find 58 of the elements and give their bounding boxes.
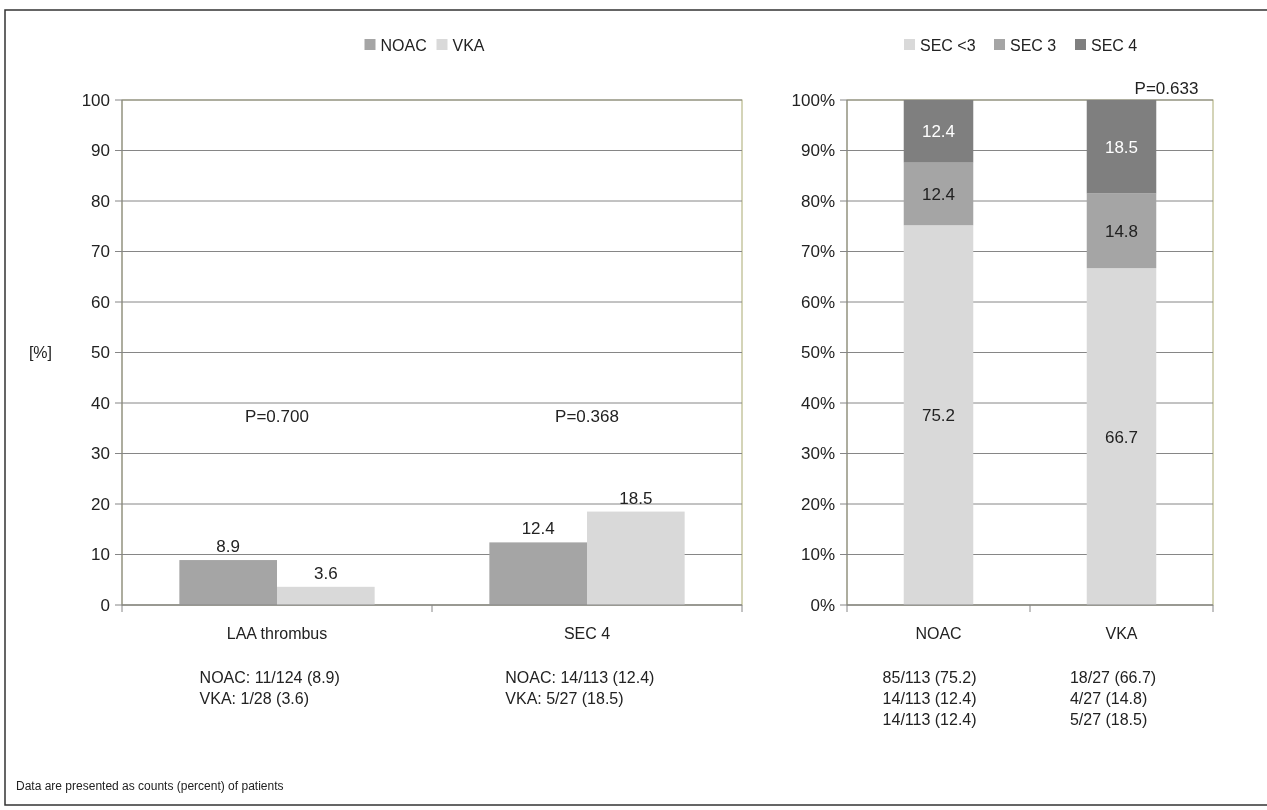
bar <box>489 542 587 605</box>
y-tick-label: 50% <box>800 343 835 363</box>
y-tick-label: 0% <box>810 595 835 615</box>
y-tick-label: 60% <box>800 292 835 312</box>
annotation: P=0.633 <box>1134 79 1199 98</box>
y-tick-label: 30% <box>800 444 835 464</box>
legend-label: SEC 4 <box>1091 36 1138 54</box>
y-tick-label: 60 <box>91 292 110 312</box>
legend-label: NOAC <box>380 36 427 54</box>
data-label: 14.8 <box>1104 221 1139 241</box>
data-label: 3.6 <box>314 563 338 583</box>
y-tick-label: 10 <box>91 545 110 565</box>
data-label: 18.5 <box>1104 137 1139 157</box>
text: Data are presented as counts (percent) of patients <box>16 779 284 793</box>
data-label: 8.9 <box>216 537 240 557</box>
y-tick-label: 40 <box>91 393 110 413</box>
text: NOAC: 14/113 (12.4) VKA: 5/27 (18.5) <box>505 669 655 707</box>
y-tick-label: 90% <box>800 141 835 161</box>
x-tick-label: SEC 4 <box>563 625 611 642</box>
data-label: 12.4 <box>921 184 956 204</box>
y-tick-label: 20 <box>91 494 110 514</box>
y-tick-label: 100% <box>791 90 835 110</box>
text: NOAC: 11/124 (8.9) VKA: 1/28 (3.6) <box>199 669 340 707</box>
y-tick-label: 80 <box>91 191 110 211</box>
y-tick-label: 40% <box>800 393 835 413</box>
bar <box>179 560 277 605</box>
annotation: P=0.368 <box>555 407 619 427</box>
legend-label: VKA <box>452 36 485 54</box>
y-tick-label: 70 <box>91 242 110 262</box>
data-label: 18.5 <box>619 488 653 508</box>
x-tick-label: LAA thrombus <box>226 625 328 642</box>
data-label: 75.2 <box>921 406 956 426</box>
bar <box>277 586 375 605</box>
y-tick-label: 0 <box>100 595 110 615</box>
bar <box>587 511 685 605</box>
bar <box>1086 193 1157 269</box>
x-tick-label: VKA <box>1105 625 1138 642</box>
data-label: 66.7 <box>1104 427 1139 447</box>
y-tick-label: 90 <box>91 141 110 161</box>
y-tick-label: 80% <box>800 191 835 211</box>
data-label: 12.4 <box>521 519 555 539</box>
legend-label: SEC <3 <box>920 36 976 54</box>
x-tick-label: NOAC <box>915 625 962 642</box>
y-tick-label: 100 <box>81 90 110 110</box>
data-label: 12.4 <box>921 122 956 142</box>
y-tick-label: 20% <box>800 494 835 514</box>
legend-label: SEC 3 <box>1010 36 1057 54</box>
text: 18/27 (66.7) 4/27 (14.8) 5/27 (18.5) <box>1069 669 1157 728</box>
annotation: P=0.700 <box>245 407 309 427</box>
y-axis-title: [%] <box>28 344 52 362</box>
y-tick-label: 30 <box>91 444 110 464</box>
bar <box>903 225 974 605</box>
y-tick-label: 70% <box>800 242 835 262</box>
text: 85/113 (75.2) 14/113 (12.4) 14/113 (12.4) <box>882 669 977 728</box>
bar <box>903 162 974 226</box>
y-tick-label: 10% <box>800 545 835 565</box>
y-tick-label: 50 <box>91 343 110 363</box>
bar <box>1086 268 1157 605</box>
